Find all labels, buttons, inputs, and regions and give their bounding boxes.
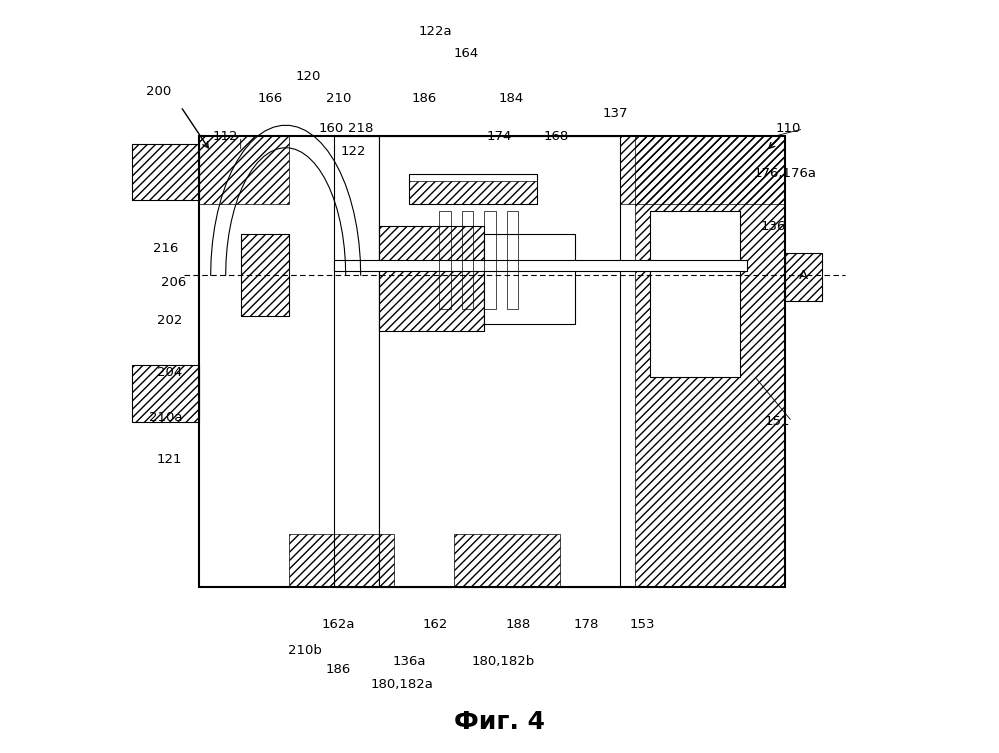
Bar [784,253,822,301]
Text: 210: 210 [326,93,351,105]
Text: 112: 112 [213,130,239,143]
Bar [485,234,574,324]
Text: 121: 121 [157,453,182,465]
Bar [132,365,200,422]
Text: 176,176a: 176,176a [753,167,816,181]
Text: Фиг. 4: Фиг. 4 [454,709,545,733]
Text: 202: 202 [157,314,182,327]
Text: 184: 184 [499,93,523,105]
Text: 216: 216 [153,242,179,255]
Bar [649,212,739,376]
Text: 218: 218 [348,123,374,136]
Text: 200: 200 [146,85,171,98]
Text: 180,182a: 180,182a [371,678,434,691]
Text: 210a: 210a [149,411,183,424]
Bar [380,227,485,331]
Bar [462,212,474,309]
Text: 174: 174 [487,130,512,143]
Bar [335,261,747,272]
Text: 210b: 210b [288,644,322,657]
Text: 188: 188 [505,617,530,630]
Text: 162a: 162a [322,617,355,630]
Bar [649,212,739,376]
Text: 122a: 122a [419,25,453,38]
Bar [507,212,518,309]
Text: 180,182b: 180,182b [472,655,534,668]
Text: 206: 206 [161,276,186,289]
Bar [200,136,784,587]
Text: 204: 204 [157,366,182,380]
Text: 122: 122 [341,145,366,158]
Text: 162: 162 [423,617,449,630]
Text: 164: 164 [454,47,479,60]
Bar [335,136,380,587]
Text: 136: 136 [760,220,786,233]
Text: 186: 186 [412,93,438,105]
Bar [485,212,496,309]
Text: 168: 168 [543,130,568,143]
Text: 151: 151 [764,415,790,428]
Bar [440,212,451,309]
Text: A: A [799,269,808,282]
Text: 153: 153 [629,617,654,630]
Text: 186: 186 [326,663,351,675]
Text: 136a: 136a [393,655,427,668]
Text: 166: 166 [258,93,284,105]
Bar [410,174,537,204]
Text: 160: 160 [318,123,344,136]
Bar [335,261,747,272]
Bar [132,144,200,200]
Bar [241,234,290,316]
Text: 178: 178 [573,617,598,630]
Text: 110: 110 [775,123,801,136]
Bar [380,136,619,587]
Text: 120: 120 [296,70,321,83]
Text: 137: 137 [603,108,628,120]
